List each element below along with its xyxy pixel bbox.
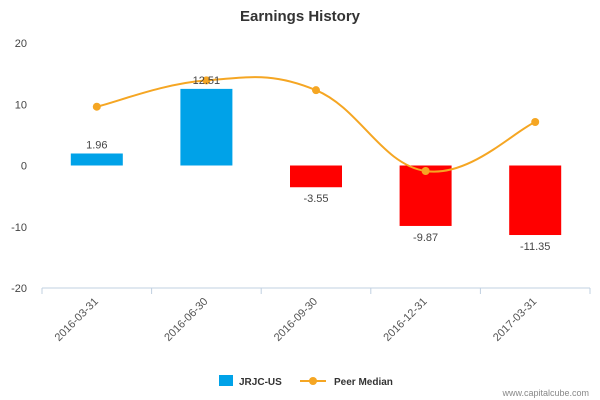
data-labels: 1.96 12.51 -3.55 -9.87 -11.35 xyxy=(86,75,550,253)
legend: JRJC-US Peer Median xyxy=(219,375,393,388)
data-label: -11.35 xyxy=(520,241,550,253)
y-tick-label: -20 xyxy=(11,283,27,295)
legend-marker-peer xyxy=(309,377,317,385)
legend-label-peer: Peer Median xyxy=(334,377,393,388)
bar xyxy=(70,153,123,166)
legend-swatch-jrjc xyxy=(219,375,233,386)
y-tick-label: 10 xyxy=(15,99,27,111)
peer-median-series xyxy=(92,76,540,176)
peer-median-line xyxy=(96,76,536,173)
data-label: -3.55 xyxy=(303,193,328,205)
bar xyxy=(290,165,342,188)
y-tick-label: -10 xyxy=(11,222,27,234)
bar-series xyxy=(70,88,562,236)
peer-median-point xyxy=(312,86,320,95)
x-tick-label: 2016-12-31 xyxy=(381,296,429,344)
legend-label-jrjc: JRJC-US xyxy=(239,377,282,388)
x-tick-label: 2016-03-31 xyxy=(53,296,101,344)
peer-median-point xyxy=(202,76,211,85)
chart-title: Earnings History xyxy=(240,8,361,25)
y-tick-label: 20 xyxy=(15,38,27,50)
bar xyxy=(399,165,452,226)
x-tick-label: 2016-06-30 xyxy=(162,296,210,344)
y-tick-label: 0 xyxy=(21,161,27,173)
x-tick-label: 2017-03-31 xyxy=(491,296,539,344)
peer-median-point xyxy=(531,118,540,127)
data-label: 12.51 xyxy=(193,75,221,87)
watermark: www.capitalcube.com xyxy=(501,388,589,398)
peer-median-point xyxy=(421,167,430,176)
bar xyxy=(509,165,562,236)
data-label: -9.87 xyxy=(413,232,438,244)
peer-median-point xyxy=(92,102,101,111)
data-label: 1.96 xyxy=(86,139,107,151)
bar xyxy=(180,88,233,166)
x-tick-label: 2016-09-30 xyxy=(272,296,320,344)
